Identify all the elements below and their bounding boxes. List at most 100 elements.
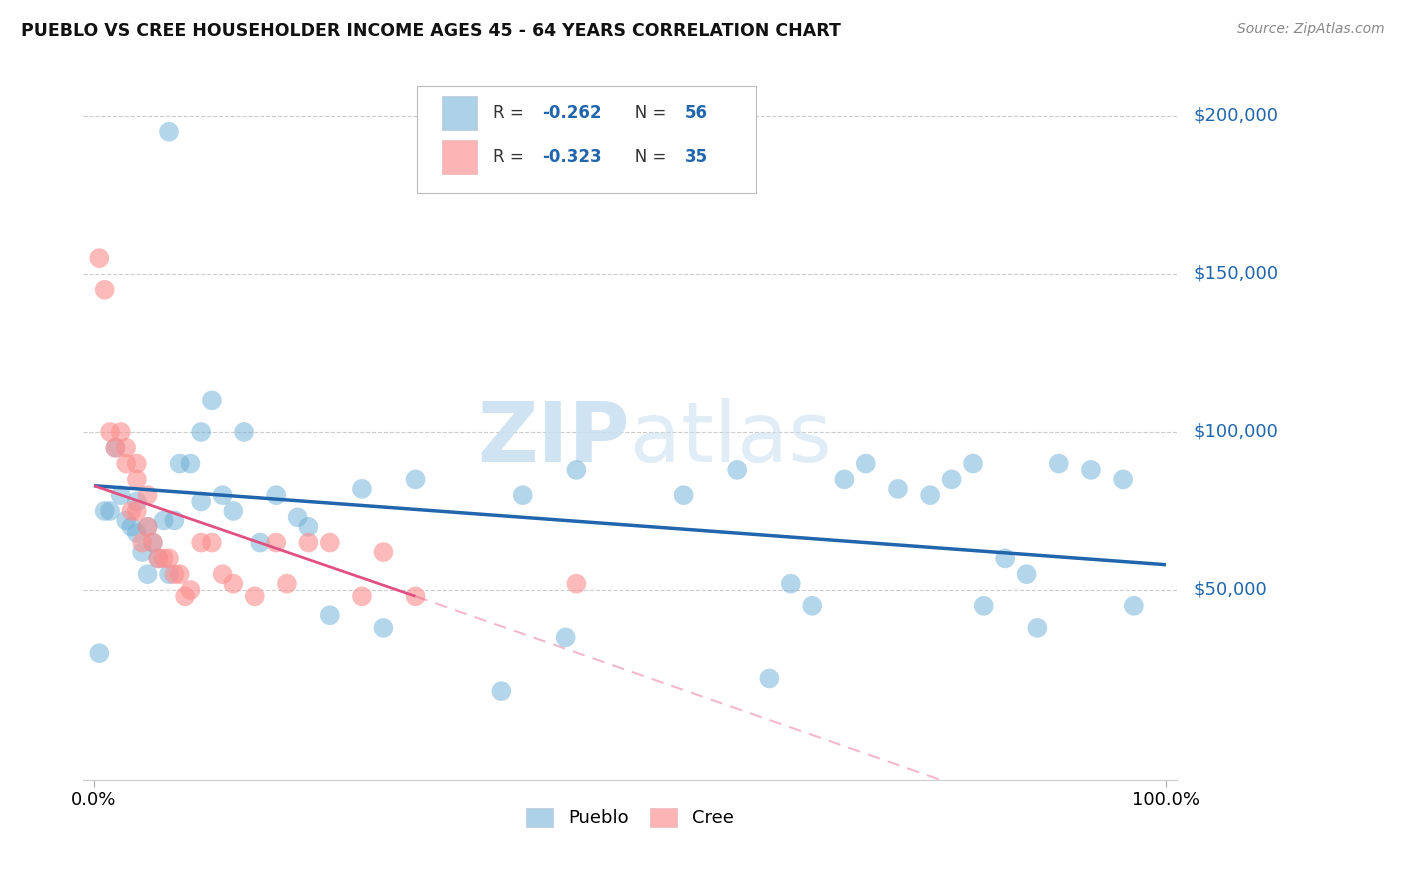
Point [920, 488, 942, 502]
Point [243, 590, 266, 604]
Text: ZIP: ZIP [478, 398, 630, 479]
Point [179, 457, 201, 471]
Point [554, 631, 576, 645]
Point [190, 494, 212, 508]
Text: PUEBLO VS CREE HOUSEHOLDER INCOME AGES 45 - 64 YEARS CORRELATION CHART: PUEBLO VS CREE HOUSEHOLDER INCOME AGES 4… [21, 22, 841, 40]
Point [758, 672, 780, 686]
Point [148, 551, 170, 566]
FancyBboxPatch shape [416, 87, 756, 193]
Point [98, 504, 121, 518]
Point [163, 567, 186, 582]
Point [1122, 599, 1144, 613]
Point [264, 535, 287, 549]
Point [373, 621, 395, 635]
Point [801, 599, 824, 613]
Text: Source: ZipAtlas.com: Source: ZipAtlas.com [1237, 22, 1385, 37]
Text: $50,000: $50,000 [1194, 581, 1267, 599]
Point [125, 472, 148, 486]
Point [152, 551, 174, 566]
Point [169, 457, 191, 471]
Point [565, 463, 588, 477]
Point [962, 457, 984, 471]
Point [512, 488, 534, 502]
Point [201, 535, 224, 549]
Point [222, 576, 245, 591]
Point [104, 441, 127, 455]
Point [1015, 567, 1038, 582]
Point [201, 393, 224, 408]
Point [249, 535, 271, 549]
Point [104, 441, 127, 455]
Text: -0.262: -0.262 [543, 104, 602, 122]
Point [1026, 621, 1049, 635]
Text: $100,000: $100,000 [1194, 423, 1278, 441]
Text: R =: R = [494, 104, 529, 122]
Point [834, 472, 856, 486]
Point [142, 535, 165, 549]
FancyBboxPatch shape [441, 140, 477, 175]
Point [121, 504, 143, 518]
Point [157, 567, 180, 582]
Point [779, 576, 801, 591]
Point [110, 425, 132, 439]
Point [1080, 463, 1102, 477]
Point [855, 457, 877, 471]
Point [276, 576, 298, 591]
Point [222, 504, 245, 518]
Point [152, 513, 174, 527]
Point [233, 425, 256, 439]
Text: $150,000: $150,000 [1194, 265, 1278, 283]
Point [148, 551, 170, 566]
Point [672, 488, 695, 502]
Point [136, 488, 159, 502]
Point [319, 535, 342, 549]
Point [98, 425, 121, 439]
Point [125, 504, 148, 518]
Point [287, 510, 309, 524]
Point [125, 457, 148, 471]
Point [136, 520, 159, 534]
Point [565, 576, 588, 591]
Point [115, 513, 138, 527]
Point [211, 488, 233, 502]
Text: 35: 35 [685, 148, 707, 167]
Point [174, 590, 197, 604]
Point [89, 646, 111, 660]
Point [725, 463, 748, 477]
Point [93, 504, 115, 518]
FancyBboxPatch shape [441, 96, 477, 130]
Point [157, 125, 180, 139]
Point [115, 441, 138, 455]
Point [1047, 457, 1070, 471]
Text: R =: R = [494, 148, 529, 167]
Text: -0.323: -0.323 [543, 148, 602, 167]
Point [110, 488, 132, 502]
Point [136, 520, 159, 534]
Point [142, 535, 165, 549]
Point [491, 684, 513, 698]
Point [973, 599, 995, 613]
Point [131, 545, 153, 559]
Legend: Pueblo, Cree: Pueblo, Cree [519, 801, 741, 835]
Text: $200,000: $200,000 [1194, 107, 1278, 125]
Text: atlas: atlas [630, 398, 832, 479]
Point [405, 472, 427, 486]
Point [136, 567, 159, 582]
Point [89, 251, 111, 265]
Point [163, 513, 186, 527]
Point [125, 494, 148, 508]
Point [93, 283, 115, 297]
Point [115, 457, 138, 471]
Point [157, 551, 180, 566]
Point [264, 488, 287, 502]
Point [121, 520, 143, 534]
Point [319, 608, 342, 623]
Point [405, 590, 427, 604]
Point [169, 567, 191, 582]
Point [211, 567, 233, 582]
Point [350, 482, 373, 496]
Point [1112, 472, 1135, 486]
Text: N =: N = [619, 148, 672, 167]
Point [297, 520, 319, 534]
Point [994, 551, 1017, 566]
